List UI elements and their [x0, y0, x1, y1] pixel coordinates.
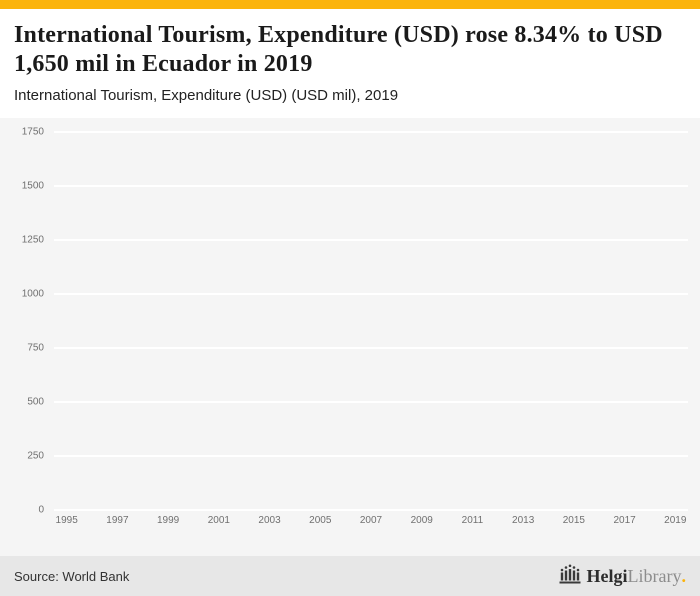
x-axis-label-2011: 2011 — [461, 515, 484, 526]
gridline-1250 — [54, 239, 688, 241]
x-axis-label-2003: 2003 — [258, 515, 281, 526]
gridline-1750 — [54, 131, 688, 133]
x-axis-label-2009: 2009 — [410, 515, 433, 526]
logo-library-text: Library — [627, 565, 682, 586]
x-axis-label-2004 — [282, 515, 307, 526]
chart-area: 0 250 500 750 1000 1250 1500 1750 1995 1997 1999 2… — [0, 118, 700, 556]
y-axis-label-750: 750 — [27, 342, 44, 354]
page-title: International Tourism, Expenditure (USD)… — [14, 22, 663, 78]
gridline-1500 — [54, 185, 688, 187]
gridline-1000 — [54, 293, 688, 295]
chart-footer: Source: World Bank — [0, 556, 700, 596]
logo-wordmark: HelgiLibrary. — [587, 566, 686, 587]
x-axis-label-2015: 2015 — [562, 515, 585, 526]
gridline-0 — [54, 509, 688, 511]
y-axis-label-0: 0 — [38, 504, 44, 516]
logo-helgi-text: Helgi — [586, 565, 628, 586]
x-axis-label-2001: 2001 — [207, 515, 230, 526]
plot-area — [54, 131, 688, 511]
gridline-500 — [54, 401, 688, 403]
x-axis-label-2010 — [434, 515, 459, 526]
y-axis-label-500: 500 — [27, 396, 44, 408]
x-axis-label-1998 — [130, 515, 155, 526]
helgi-logo: HelgiLibrary. — [559, 564, 686, 589]
y-axis-label-1500: 1500 — [21, 180, 44, 192]
x-axis-label-1995: 1995 — [55, 515, 78, 526]
source-label: Source: World Bank — [14, 568, 130, 584]
chart-inner: 0 250 500 750 1000 1250 1500 1750 — [8, 127, 688, 516]
x-axis-label-1996 — [79, 515, 104, 526]
page-subtitle: International Tourism, Expenditure (USD)… — [14, 86, 399, 104]
helgi-logo-icon — [559, 564, 581, 589]
gridline-250 — [54, 455, 688, 457]
y-axis-label-1000: 1000 — [21, 288, 44, 300]
x-axis-label-2012 — [485, 515, 510, 526]
x-axis-label-2002 — [232, 515, 257, 526]
x-axis: 1995 1997 1999 2001 2003 2005 2007 2009 2011 2013… — [54, 510, 688, 526]
x-axis-label-2006 — [333, 515, 358, 526]
x-axis-label-2018 — [637, 515, 662, 526]
accent-top-bar — [0, 0, 700, 9]
bars-group — [54, 132, 688, 510]
chart-header: International Tourism, Expenditure (USD)… — [0, 9, 700, 118]
y-axis-label-1750: 1750 — [21, 126, 44, 138]
x-axis-label-2014 — [536, 515, 561, 526]
x-axis-label-2019: 2019 — [664, 515, 687, 526]
x-axis-label-2008 — [384, 515, 409, 526]
x-axis-label-2007: 2007 — [359, 515, 383, 526]
x-axis-label-2013: 2013 — [512, 515, 535, 526]
x-axis-label-1999: 1999 — [156, 515, 180, 526]
y-axis-label-250: 250 — [27, 450, 44, 462]
x-axis-label-2016 — [587, 515, 612, 526]
y-axis-label-1250: 1250 — [21, 234, 44, 246]
x-axis-label-1997: 1997 — [106, 515, 129, 526]
x-axis-label-2005: 2005 — [309, 515, 332, 526]
y-axis: 0 250 500 750 1000 1250 1500 1750 — [8, 127, 44, 516]
logo-dot: . — [681, 565, 687, 586]
x-axis-label-2000 — [181, 515, 206, 526]
x-axis-label-2017: 2017 — [613, 515, 636, 526]
gridline-750 — [54, 347, 688, 349]
